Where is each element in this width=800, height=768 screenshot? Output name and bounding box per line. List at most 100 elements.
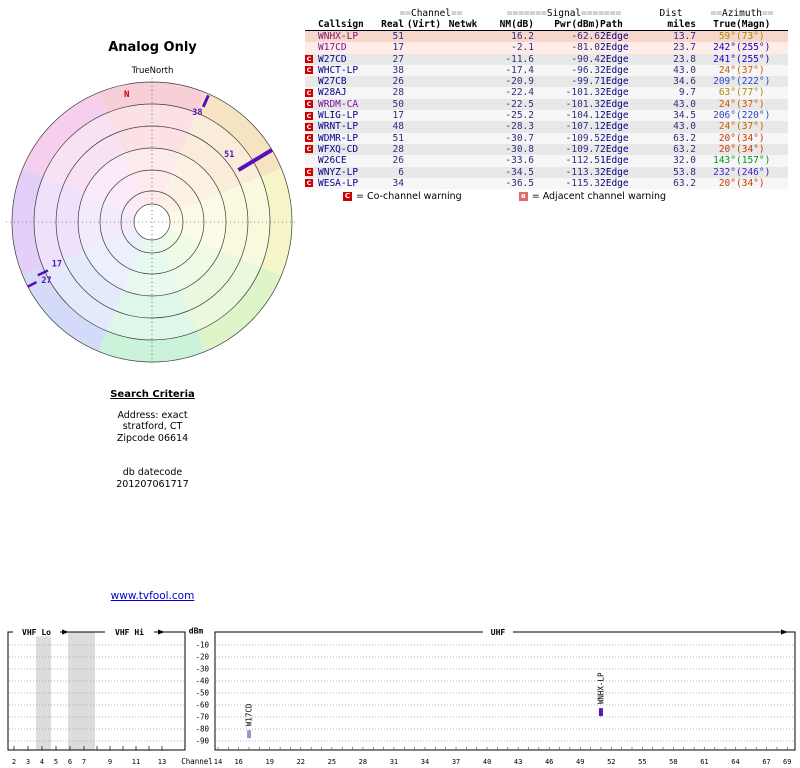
channel-label: 58 [669, 758, 677, 766]
azimuth-group-header: ==Azimuth== [710, 8, 774, 19]
path-cell: 2Edge [600, 98, 629, 110]
azimuth-true-cell: 24° [718, 121, 736, 133]
station-row: C W27CD 27 -11.6 -90.4 2Edge 23.8 241° (… [305, 53, 788, 65]
signal-spoke [237, 148, 274, 172]
azimuth-true-cell: 232° [713, 166, 736, 178]
virt-channel-cell [404, 155, 444, 166]
callsign-link[interactable]: WRDM-CA [318, 98, 359, 110]
uhf-section-label: UHF [491, 628, 506, 637]
table-column-header-row: Callsign Real (Virt) Netwk NM(dB) Pwr(dB… [305, 19, 788, 31]
virt-channel-cell [404, 99, 444, 110]
signal-spectrum-chart: -10-20-30-40-50-60-70-80-90 2 3 4 5 6 7 9 11 13 1… [7, 627, 796, 766]
miles-cell: 9.7 [678, 87, 696, 99]
station-row: C WRDM-CA 50 -22.5 -101.3 2Edge 43.0 24°… [305, 98, 788, 111]
virt-channel-cell [404, 144, 444, 155]
channel-label: 55 [638, 758, 646, 766]
callsign-link[interactable]: WNYZ-LP [318, 166, 359, 178]
network-cell [444, 144, 482, 155]
co-channel-warning-icon: C [305, 88, 313, 97]
azimuth-magn-cell: (37°) [736, 121, 765, 133]
network-cell [444, 87, 482, 98]
station-row: C WESA-LP 34 -36.5 -115.3 2Edge 63.2 20°… [305, 177, 788, 190]
callsign-link[interactable]: WHCT-LP [318, 64, 359, 76]
miles-cell: 23.7 [673, 42, 696, 54]
vhf-hi-section-label: VHF Hi [115, 627, 144, 637]
co-channel-legend-text: = Co-channel warning [356, 191, 462, 202]
nm-cell: -17.4 [505, 64, 534, 76]
north-marker: N [124, 90, 129, 100]
spoke-channel-label: 17 [52, 259, 62, 269]
station-row: C WHCT-LP 38 -17.4 -96.3 2Edge 43.0 24° … [305, 64, 788, 77]
path-cell: 2Edge [600, 177, 629, 189]
search-criteria-title: Search Criteria [110, 389, 195, 400]
search-address-line: Zipcode 06614 [116, 432, 189, 444]
miles-cell: 34.6 [673, 76, 696, 88]
channel-label: 61 [700, 758, 708, 766]
spoke-channel-label: 27 [41, 276, 51, 286]
dbm-tick-label: -60 [195, 701, 209, 710]
real-channel-cell: 38 [392, 64, 404, 76]
miles-cell: 43.0 [673, 98, 696, 110]
path-cell: 1Edge [600, 76, 629, 88]
db-datecode-line: db datecode [122, 467, 183, 478]
callsign-link[interactable]: WRNT-LP [318, 121, 359, 133]
spoke-channel-label: 38 [192, 108, 202, 118]
path-cell: 2Edge [600, 132, 629, 144]
db-datecode-line: 201207061717 [116, 478, 189, 490]
path-cell: 1Edge [600, 155, 629, 167]
label-backing [105, 627, 154, 637]
col-path: Path [600, 19, 646, 31]
callsign-link[interactable]: WNHX-LP [318, 31, 359, 42]
radar-sector [152, 222, 282, 352]
nm-cell: -11.6 [505, 53, 534, 65]
callsign-link[interactable]: W28AJ [318, 87, 347, 99]
shaded-channel-band [68, 632, 95, 750]
vhf-plot-box [7, 631, 186, 751]
real-channel-cell: 26 [392, 155, 404, 167]
radar-sector [22, 222, 153, 352]
network-cell [444, 110, 482, 121]
azimuth-true-cell: 209° [713, 76, 736, 88]
callsign-link[interactable]: WDMR-LP [318, 132, 359, 144]
co-channel-warning-icon: C [305, 100, 313, 109]
real-channel-cell: 28 [392, 87, 404, 99]
azimuth-true-cell: 59° [718, 31, 736, 42]
azimuth-true-cell: 241° [713, 53, 736, 65]
range-arrow-icon [158, 629, 165, 635]
callsign-link[interactable]: W27CD [318, 53, 347, 65]
dbm-tick-label: -90 [195, 737, 209, 746]
miles-cell: 32.0 [673, 155, 696, 167]
callsign-link[interactable]: WESA-LP [318, 177, 359, 189]
callsign-link[interactable]: W26CE [318, 155, 347, 167]
nm-cell: -30.7 [505, 132, 534, 144]
radar-sector [152, 92, 282, 222]
callsign-link[interactable]: W17CD [318, 42, 347, 54]
pwr-cell: -99.7 [571, 76, 600, 88]
azimuth-true-cell: 24° [718, 64, 736, 76]
col-virt: (Virt) [404, 19, 444, 31]
azimuth-true-cell: 24° [718, 98, 736, 110]
azimuth-magn-cell: (255°) [736, 42, 771, 54]
azimuth-true-cell: 206° [713, 110, 736, 122]
callsign-link[interactable]: WLIG-LP [318, 110, 359, 122]
azimuth-magn-cell: (157°) [736, 155, 771, 167]
azimuth-magn-cell: (34°) [736, 143, 765, 155]
channel-label: 9 [108, 758, 112, 766]
co-channel-warning-icon: C [305, 134, 313, 143]
channel-label: 5 [54, 758, 58, 766]
virt-channel-cell [404, 54, 444, 65]
adjacent-channel-legend-text: = Adjacent channel warning [531, 191, 667, 202]
station-row: W27CB 26 -20.9 -99.7 1Edge 34.6 209° (22… [305, 76, 788, 88]
callsign-link[interactable]: WFXQ-CD [318, 143, 359, 155]
label-backing [13, 627, 60, 637]
channel-label: 19 [266, 758, 274, 766]
miles-cell: 43.0 [673, 64, 696, 76]
channel-label: 31 [390, 758, 398, 766]
col-real: Real [380, 19, 404, 31]
callsign-link[interactable]: W27CB [318, 76, 347, 88]
search-criteria-block: Search Criteria Address: exact stratford,… [0, 389, 305, 490]
co-channel-warning-icon: C [305, 179, 313, 188]
tvfool-link[interactable]: www.tvfool.com [110, 590, 195, 602]
nm-cell: -28.3 [505, 121, 534, 133]
signal-bar [247, 730, 252, 739]
